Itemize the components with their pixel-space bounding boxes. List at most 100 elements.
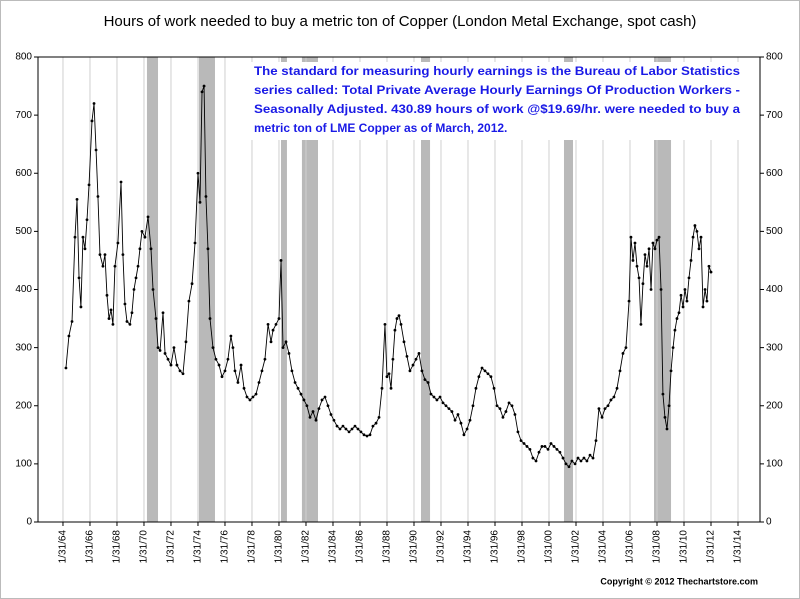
point [483, 369, 487, 373]
point [190, 282, 194, 286]
point [649, 288, 653, 291]
point [689, 259, 693, 262]
point [143, 235, 147, 239]
point [111, 322, 115, 326]
y-tick-label: 300 [15, 342, 32, 353]
x-tick-label: 1/31/78 [247, 530, 258, 564]
plot [64, 84, 713, 469]
point [504, 410, 508, 413]
point [540, 445, 544, 448]
point [380, 386, 384, 390]
point [432, 395, 436, 399]
point [691, 235, 695, 239]
y2-tick-label: 500 [766, 226, 783, 237]
point [229, 334, 233, 338]
recession-band [654, 57, 672, 522]
point [326, 404, 330, 408]
point [284, 340, 288, 344]
point [96, 195, 100, 198]
point [67, 334, 71, 338]
point [329, 413, 333, 416]
point [462, 433, 466, 437]
point [98, 253, 102, 257]
point [507, 401, 511, 405]
point [332, 418, 336, 422]
point [169, 363, 173, 367]
point [184, 340, 188, 344]
point [263, 357, 267, 361]
point [528, 447, 532, 451]
point [671, 346, 675, 350]
point [125, 320, 129, 323]
point [311, 410, 315, 413]
point [675, 317, 679, 320]
point [477, 375, 481, 379]
point [347, 430, 351, 434]
point [395, 317, 399, 320]
point [621, 352, 625, 355]
point [90, 119, 94, 123]
point [597, 407, 601, 411]
point [73, 235, 77, 239]
x-tick-label: 1/31/84 [328, 530, 339, 564]
point [242, 386, 246, 390]
point [444, 404, 448, 408]
x-tick-label: 1/31/08 [652, 530, 663, 564]
point [703, 288, 707, 291]
point [214, 357, 218, 361]
chart-title: Hours of work needed to buy a metric ton… [104, 13, 697, 30]
point [338, 427, 342, 431]
point [669, 369, 673, 373]
point [697, 247, 701, 251]
point [429, 392, 433, 396]
point [391, 357, 395, 361]
point [667, 404, 671, 408]
y-tick-label: 700 [15, 110, 32, 121]
point [408, 369, 412, 373]
x-tick-label: 1/31/82 [301, 530, 312, 564]
point [113, 264, 117, 268]
point [236, 381, 240, 384]
point [103, 253, 107, 257]
point [226, 357, 230, 361]
point [158, 349, 162, 352]
point [399, 322, 403, 326]
point [359, 430, 363, 434]
point [290, 369, 294, 373]
y-tick-label: 0 [26, 517, 32, 528]
point [618, 369, 622, 373]
point [465, 427, 469, 431]
point [480, 366, 484, 370]
point [397, 314, 401, 318]
point [254, 392, 258, 396]
point [85, 218, 89, 222]
point [101, 264, 105, 268]
point [631, 259, 635, 262]
point [149, 247, 153, 251]
point [109, 308, 113, 312]
point [468, 418, 472, 422]
x-tick-label: 1/31/80 [274, 530, 285, 564]
point [663, 415, 667, 419]
y-tick-label: 500 [15, 226, 32, 237]
point [677, 311, 681, 315]
point [683, 288, 687, 291]
y2-tick-label: 600 [766, 168, 783, 179]
point [693, 224, 697, 227]
point [453, 418, 457, 422]
point [471, 404, 475, 408]
point [279, 259, 283, 262]
point [385, 375, 389, 379]
point [699, 235, 703, 239]
point [486, 372, 490, 376]
y2-tick-label: 0 [766, 517, 772, 528]
annotation: series called: Total Private Average Hou… [254, 83, 740, 97]
point [405, 354, 409, 358]
point [116, 241, 120, 245]
point [639, 322, 643, 326]
point [208, 317, 212, 320]
point [609, 398, 613, 402]
x-tick-label: 1/31/88 [382, 530, 393, 564]
point [302, 398, 306, 402]
point [132, 288, 136, 291]
